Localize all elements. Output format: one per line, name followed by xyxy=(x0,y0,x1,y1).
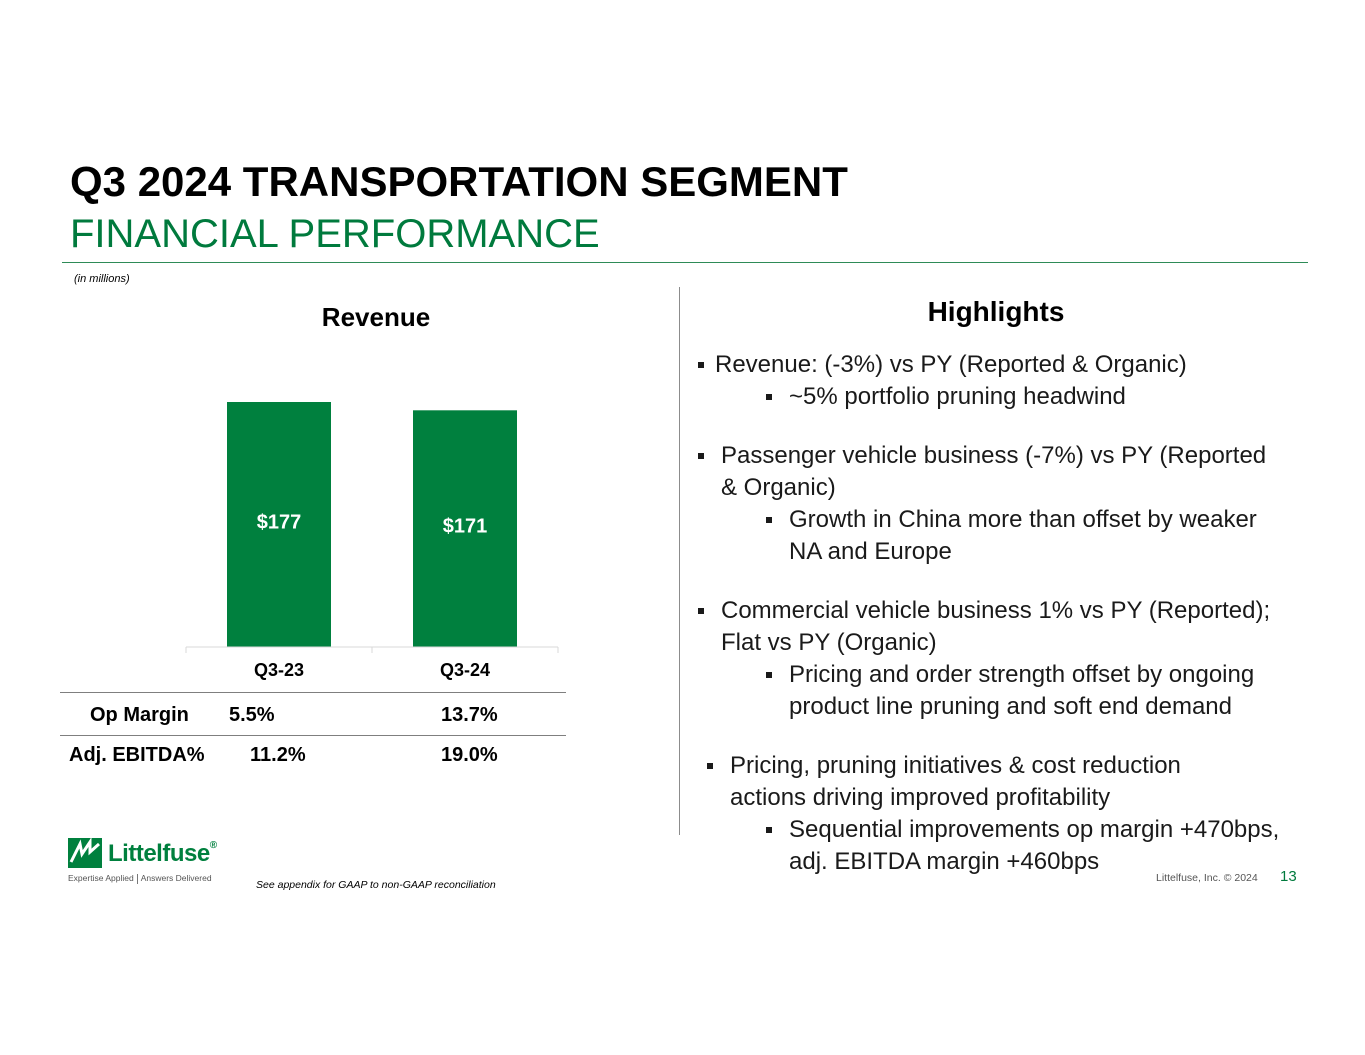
copyright-text: Littelfuse, Inc. © 2024 xyxy=(1156,872,1258,884)
revenue-bar-q3-23 xyxy=(227,402,331,647)
logo-tagline: Expertise Applied Answers Delivered xyxy=(68,873,212,884)
highlight-sub-line: Sequential improvements op margin +470bp… xyxy=(789,816,1280,843)
highlight-sub-line: ~5% portfolio pruning headwind xyxy=(789,383,1126,410)
highlight-sub-line: product line pruning and soft end demand xyxy=(789,693,1232,720)
appendix-note: See appendix for GAAP to non-GAAP reconc… xyxy=(256,879,496,891)
highlight-line: Flat vs PY (Organic) xyxy=(721,629,937,656)
metric-label-adj-ebitda: Adj. EBITDA% xyxy=(69,744,205,766)
table-rule-top xyxy=(60,692,566,693)
metric-value-op-margin-q3-23: 5.5% xyxy=(229,704,275,726)
bar-data-label: $171 xyxy=(443,516,488,538)
revenue-bar-chart: $177 $171 xyxy=(185,402,559,653)
highlight-line: Commercial vehicle business 1% vs PY (Re… xyxy=(721,597,1271,624)
highlight-sub-line: Growth in China more than offset by weak… xyxy=(789,506,1257,533)
slide-subtitle: FINANCIAL PERFORMANCE xyxy=(70,212,600,256)
logo-wordmark: Littelfuse® xyxy=(108,840,217,867)
column-divider xyxy=(679,287,680,835)
category-label-q3-23: Q3-23 xyxy=(253,660,305,680)
highlight-sub-bullet: Growth in China more than offset by weak… xyxy=(766,504,1257,568)
square-bullet-icon xyxy=(766,517,772,523)
highlights-title: Highlights xyxy=(927,296,1065,327)
units-note: (in millions) xyxy=(74,273,130,285)
slide-title: Q3 2024 TRANSPORTATION SEGMENT xyxy=(70,158,848,205)
square-bullet-icon xyxy=(707,763,713,769)
revenue-bar-q3-24 xyxy=(413,410,517,647)
littelfuse-logo-icon xyxy=(68,838,102,868)
highlight-sub-line: adj. EBITDA margin +460bps xyxy=(789,848,1100,875)
highlight-sub-bullet: Sequential improvements op margin +470bp… xyxy=(766,814,1280,878)
highlight-line: Pricing, pruning initiatives & cost redu… xyxy=(730,752,1181,779)
highlight-bullet: Revenue: (-3%) vs PY (Reported & Organic… xyxy=(698,349,1187,381)
metric-label-op-margin: Op Margin xyxy=(90,704,189,726)
square-bullet-icon xyxy=(766,827,772,833)
highlight-line: & Organic) xyxy=(721,474,836,501)
title-divider xyxy=(62,262,1308,263)
revenue-title: Revenue xyxy=(321,302,431,332)
bar-data-label: $177 xyxy=(257,512,302,534)
highlight-sub-bullet: Pricing and order strength offset by ong… xyxy=(766,659,1255,723)
page-number: 13 xyxy=(1280,868,1297,885)
highlight-line: Passenger vehicle business (-7%) vs PY (… xyxy=(721,442,1267,469)
highlight-bullet: Passenger vehicle business (-7%) vs PY (… xyxy=(698,440,1267,504)
highlight-line: Revenue: (-3%) vs PY (Reported & Organic… xyxy=(715,351,1187,378)
highlight-sub-line: NA and Europe xyxy=(789,538,952,565)
category-label-q3-24: Q3-24 xyxy=(439,660,491,680)
table-rule-middle xyxy=(60,735,566,736)
square-bullet-icon xyxy=(698,362,704,368)
highlight-sub-bullet: ~5% portfolio pruning headwind xyxy=(766,381,1126,413)
highlight-sub-line: Pricing and order strength offset by ong… xyxy=(789,661,1255,688)
square-bullet-icon xyxy=(698,453,704,459)
square-bullet-icon xyxy=(698,608,704,614)
highlight-line: actions driving improved profitability xyxy=(730,784,1111,811)
metric-value-op-margin-q3-24: 13.7% xyxy=(441,704,498,726)
highlight-bullet: Commercial vehicle business 1% vs PY (Re… xyxy=(698,595,1271,659)
square-bullet-icon xyxy=(766,394,772,400)
highlight-bullet: Pricing, pruning initiatives & cost redu… xyxy=(707,750,1181,814)
metric-value-adj-ebitda-q3-23: 11.2% xyxy=(250,744,306,766)
metric-value-adj-ebitda-q3-24: 19.0% xyxy=(441,744,498,766)
square-bullet-icon xyxy=(766,672,772,678)
